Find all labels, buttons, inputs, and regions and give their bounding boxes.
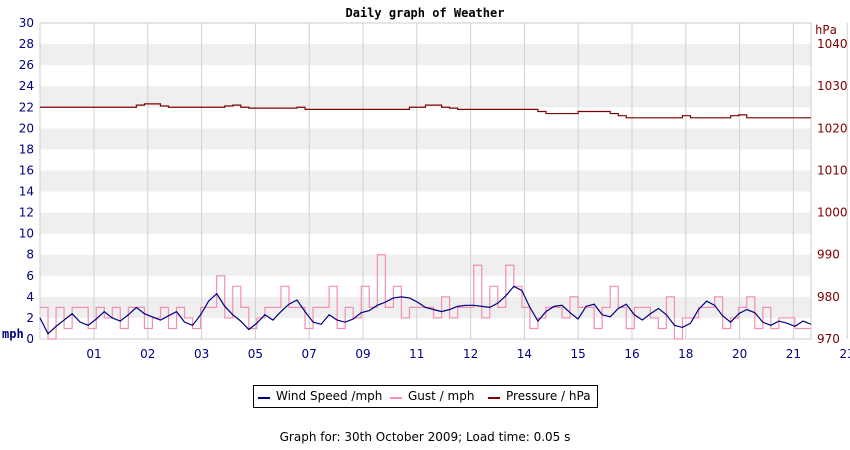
plot-band	[40, 212, 811, 234]
x-tick-label: 09	[355, 347, 370, 361]
plot-band	[40, 23, 811, 45]
chart-title: Daily graph of Weather	[346, 6, 505, 20]
left-tick-label: 30	[19, 16, 34, 30]
pressure-series	[40, 103, 811, 119]
x-tick-label: 02	[140, 347, 155, 361]
right-tick-label: 1040	[817, 37, 848, 51]
vertical-gridlines	[93, 23, 848, 339]
x-tick-label: 15	[571, 347, 586, 361]
legend-label-pressure: Pressure / hPa	[506, 389, 591, 403]
plot-band	[40, 275, 811, 297]
pressure-line	[40, 103, 811, 119]
legend-swatch-pressure	[488, 397, 500, 399]
plot-band	[40, 107, 811, 129]
left-tick-label: 20	[19, 121, 34, 135]
plot-band	[40, 149, 811, 171]
right-tick-label: 1010	[817, 163, 848, 177]
gust-series	[40, 254, 811, 340]
plot-band	[40, 44, 811, 66]
plot-band	[40, 254, 811, 276]
plot-band	[40, 86, 811, 108]
left-tick-label: 26	[19, 58, 34, 72]
weather-chart: Daily graph of Weather 24681012141618202…	[2, 6, 850, 361]
x-tick-label: 18	[678, 347, 693, 361]
left-tick-label: 12	[19, 206, 34, 220]
x-tick-label: 12	[463, 347, 478, 361]
plot-border	[39, 22, 812, 340]
x-tick-label: 16	[624, 347, 639, 361]
x-tick-label: 23	[840, 347, 850, 361]
left-tick-label: 4	[26, 290, 34, 304]
legend-item-gust: Gust / mph	[390, 389, 480, 405]
plot-band	[40, 170, 811, 192]
left-tick-label: 14	[19, 185, 34, 199]
right-tick-label: 980	[817, 290, 840, 304]
x-tick-label: 11	[409, 347, 424, 361]
plot-band	[40, 317, 811, 339]
right-tick-label: 990	[817, 248, 840, 262]
graph-footer: Graph for: 30th October 2009; Load time:…	[279, 430, 571, 444]
left-axis-unit: mph	[2, 327, 24, 341]
legend-item-pressure: Pressure / hPa	[488, 389, 596, 405]
x-tick-label: 14	[517, 347, 532, 361]
right-tick-label: 1030	[817, 79, 848, 93]
right-axis-unit: hPa	[815, 23, 837, 37]
wind-series	[39, 285, 812, 335]
right-tick-label: 1020	[817, 121, 848, 135]
legend-swatch-wind	[258, 397, 270, 399]
legend-label-gust: Gust / mph	[408, 389, 475, 403]
x-tick-label: 07	[302, 347, 317, 361]
legend-item-wind: Wind Speed /mph	[258, 389, 382, 405]
left-tick-label: 2	[26, 311, 34, 325]
right-tick-label: 970	[817, 332, 840, 346]
x-tick-label: 05	[248, 347, 263, 361]
x-tick-label: 21	[786, 347, 801, 361]
plot-band	[40, 128, 811, 150]
right-axis-ticks: 970 980 990 1000 1010 1020 1030 1040	[817, 37, 848, 346]
left-tick-label: 18	[19, 142, 34, 156]
x-tick-label: 01	[86, 347, 101, 361]
plot-bands	[39, 22, 812, 340]
plot-band	[40, 191, 811, 213]
plot-band	[40, 65, 811, 87]
left-tick-label: 28	[19, 37, 34, 51]
right-tick-label: 1000	[817, 206, 848, 220]
x-tick-label: 20	[732, 347, 747, 361]
left-tick-label: 6	[26, 269, 34, 283]
x-tick-label: 03	[194, 347, 209, 361]
wind-speed-line	[39, 285, 812, 335]
left-tick-label: 22	[19, 100, 34, 114]
left-tick-label: 10	[19, 227, 34, 241]
legend-label-wind: Wind Speed /mph	[276, 389, 383, 403]
legend-swatch-gust	[390, 397, 402, 399]
left-tick-label: 16	[19, 163, 34, 177]
chart-legend: Wind Speed /mph Gust / mph Pressure / hP…	[253, 385, 598, 408]
left-tick-label: 24	[19, 79, 34, 93]
x-axis-ticks: 01 02 03 05 07 09 11 12 14 15 16 18 20 21 23	[86, 347, 850, 361]
plot-band	[40, 233, 811, 255]
left-tick-label: 0	[26, 332, 34, 346]
left-tick-label: 8	[26, 248, 34, 262]
gust-line	[40, 254, 811, 340]
